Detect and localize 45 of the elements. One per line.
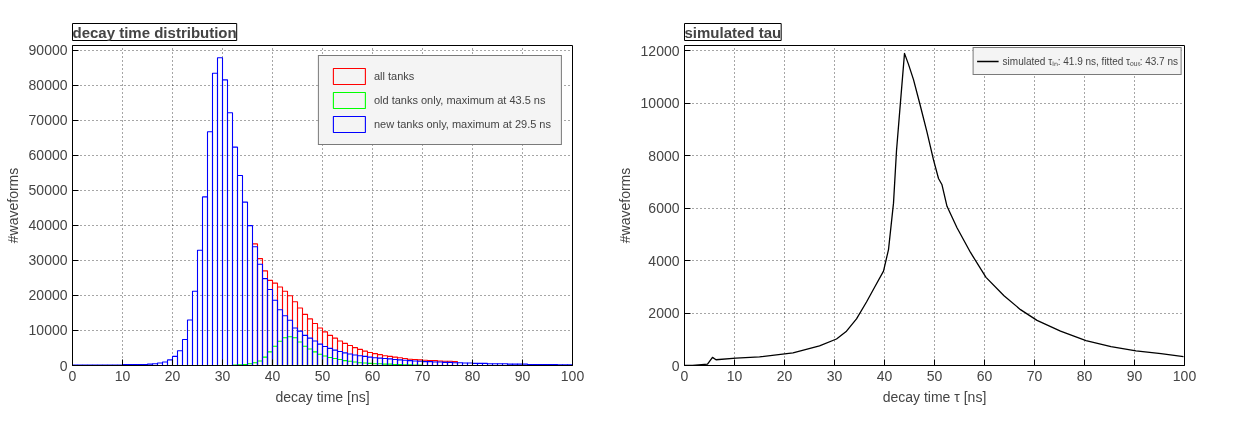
x-axis-title: decay time [ns] xyxy=(275,388,370,405)
legend-label: old tanks only, maximum at 43.5 ns xyxy=(373,94,546,106)
x-tick-label: 60 xyxy=(976,367,993,384)
y-tick-label: 10000 xyxy=(640,95,680,112)
x-tick-label: 50 xyxy=(314,367,331,384)
y-tick-label: 40000 xyxy=(28,217,68,234)
legend-label: all tanks xyxy=(373,70,415,82)
y-tick-label: 12000 xyxy=(640,42,680,59)
chart-title: decay time distribution xyxy=(72,23,237,41)
y-tick-label: 10000 xyxy=(28,322,68,339)
x-tick-label: 20 xyxy=(164,367,181,384)
x-tick-label: 50 xyxy=(926,367,943,384)
x-tick-label: 40 xyxy=(876,367,893,384)
y-axis-title: #waveforms xyxy=(616,167,633,244)
y-tick-label: 2000 xyxy=(648,305,680,322)
x-tick-label: 80 xyxy=(464,367,481,384)
x-tick-label: 90 xyxy=(1126,367,1143,384)
y-tick-label: 20000 xyxy=(28,287,68,304)
x-tick-label: 30 xyxy=(214,367,231,384)
x-tick-label: 100 xyxy=(1172,367,1197,384)
x-axis-title: decay time τ [ns] xyxy=(882,388,987,405)
x-tick-label: 80 xyxy=(1076,367,1093,384)
x-tick-label: 100 xyxy=(560,367,585,384)
y-tick-label: 6000 xyxy=(648,200,680,217)
y-tick-label: 80000 xyxy=(28,77,68,94)
x-tick-label: 20 xyxy=(776,367,793,384)
y-tick-label: 30000 xyxy=(28,252,68,269)
x-tick-label: 40 xyxy=(264,367,281,384)
x-tick-label: 70 xyxy=(1026,367,1043,384)
y-tick-label: 4000 xyxy=(648,252,680,269)
x-tick-label: 10 xyxy=(726,367,743,384)
legend-label: new tanks only, maximum at 29.5 ns xyxy=(373,118,551,130)
y-tick-label: 50000 xyxy=(28,182,68,199)
x-tick-label: 70 xyxy=(414,367,431,384)
x-tick-label: 30 xyxy=(826,367,843,384)
y-tick-label: 8000 xyxy=(648,147,680,164)
y-tick-label: 70000 xyxy=(28,112,68,129)
x-tick-label: 90 xyxy=(514,367,531,384)
x-tick-label: 10 xyxy=(114,367,131,384)
x-tick-label: 60 xyxy=(364,367,381,384)
chart-title: simulated tau xyxy=(684,23,782,41)
legend-label: simulated τᵢₙ: 41.9 ns, fitted τₒᵤₜ: 43.7 ns xyxy=(1002,55,1178,68)
y-tick-label: 60000 xyxy=(28,147,68,164)
y-tick-label: 90000 xyxy=(28,42,68,59)
y-axis-title: #waveforms xyxy=(4,167,21,244)
